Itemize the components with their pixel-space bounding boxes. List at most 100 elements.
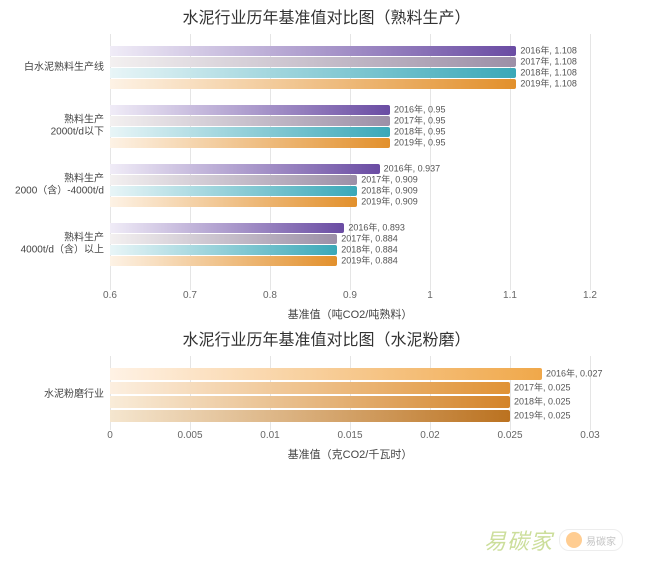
bar-row: 2018年, 1.108 [110, 68, 516, 78]
chart-title: 水泥行业历年基准值对比图（熟料生产） [0, 0, 653, 28]
xaxis-label: 基准值（克CO2/千瓦时） [110, 446, 590, 462]
bar-row: 2017年, 0.025 [110, 382, 510, 394]
bar-row: 2019年, 0.95 [110, 138, 390, 148]
bar-value-label: 2016年, 0.937 [380, 165, 441, 174]
watermark-brand: 易碳家 [484, 524, 553, 556]
bar [110, 256, 337, 266]
plot-area: 水泥粉磨行业2016年, 0.0272017年, 0.0252018年, 0.0… [110, 356, 590, 430]
xtick-label: 1.2 [583, 290, 597, 301]
bar [110, 234, 337, 244]
watermark: 易碳家 易碳家 [484, 524, 623, 556]
bar-value-label: 2017年, 0.884 [337, 235, 398, 244]
plot-area: 白水泥熟料生产线2016年, 1.1082017年, 1.1082018年, 1… [110, 34, 590, 290]
xtick-row: 0.60.70.80.911.11.2 [110, 290, 590, 304]
bar-row: 2017年, 1.108 [110, 57, 516, 67]
bar-row: 2016年, 0.95 [110, 105, 390, 115]
xtick-label: 0.025 [497, 430, 522, 441]
category-label: 熟料生产2000（含）-4000t/d [15, 173, 110, 198]
bar-value-label: 2016年, 0.95 [390, 106, 446, 115]
bar [110, 79, 516, 89]
category-group: 熟料生产4000t/d（含）以上2016年, 0.8932017年, 0.884… [110, 223, 590, 266]
bar [110, 396, 510, 408]
watermark-chip-text: 易碳家 [586, 533, 616, 548]
bar-row: 2017年, 0.884 [110, 234, 337, 244]
watermark-chip: 易碳家 [559, 529, 623, 551]
bar [110, 410, 510, 422]
category-group: 水泥粉磨行业2016年, 0.0272017年, 0.0252018年, 0.0… [110, 368, 590, 422]
bar-value-label: 2018年, 0.95 [390, 128, 446, 137]
bar-row: 2018年, 0.909 [110, 186, 357, 196]
xtick-label: 0 [107, 430, 113, 441]
category-group: 熟料生产2000t/d以下2016年, 0.952017年, 0.952018年… [110, 105, 590, 148]
bar-value-label: 2017年, 0.025 [510, 384, 571, 393]
bar-value-label: 2019年, 0.884 [337, 257, 398, 266]
bar-row: 2016年, 0.027 [110, 368, 542, 380]
bar [110, 368, 542, 380]
bar [110, 46, 516, 56]
xaxis-label: 基准值（吨CO2/吨熟料） [110, 306, 590, 322]
bar-value-label: 2018年, 0.909 [357, 187, 418, 196]
bar [110, 164, 380, 174]
chart1: 水泥行业历年基准值对比图（熟料生产）白水泥熟料生产线2016年, 1.10820… [0, 0, 653, 322]
bar-row: 2019年, 1.108 [110, 79, 516, 89]
bar [110, 186, 357, 196]
bar-row: 2019年, 0.884 [110, 256, 337, 266]
bar-row: 2019年, 0.909 [110, 197, 357, 207]
bar-row: 2019年, 0.025 [110, 410, 510, 422]
xtick-label: 0.02 [420, 430, 439, 441]
xtick-label: 0.01 [260, 430, 279, 441]
bar-value-label: 2019年, 0.95 [390, 139, 446, 148]
bar-value-label: 2016年, 0.027 [542, 370, 603, 379]
bar-value-label: 2019年, 1.108 [516, 80, 577, 89]
grid-line [590, 34, 591, 290]
bar-row: 2016年, 1.108 [110, 46, 516, 56]
bar [110, 175, 357, 185]
category-label: 白水泥熟料生产线 [24, 61, 110, 74]
bar-value-label: 2018年, 1.108 [516, 69, 577, 78]
category-group: 熟料生产2000（含）-4000t/d2016年, 0.9372017年, 0.… [110, 164, 590, 207]
chart2: 水泥行业历年基准值对比图（水泥粉磨）水泥粉磨行业2016年, 0.0272017… [0, 322, 653, 462]
category-label: 熟料生产4000t/d（含）以上 [21, 232, 110, 257]
watermark-dot-icon [566, 532, 582, 548]
bar [110, 138, 390, 148]
category-label: 熟料生产2000t/d以下 [51, 114, 110, 139]
bar [110, 197, 357, 207]
xtick-row: 00.0050.010.0150.020.0250.03 [110, 430, 590, 444]
bar-row: 2016年, 0.893 [110, 223, 344, 233]
xtick-label: 0.03 [580, 430, 599, 441]
bar-value-label: 2016年, 0.893 [344, 224, 405, 233]
bar [110, 245, 337, 255]
xtick-label: 0.015 [337, 430, 362, 441]
xtick-label: 0.8 [263, 290, 277, 301]
chart-title: 水泥行业历年基准值对比图（水泥粉磨） [0, 322, 653, 350]
bar-value-label: 2016年, 1.108 [516, 47, 577, 56]
grid-line [590, 356, 591, 430]
bar-row: 2018年, 0.884 [110, 245, 337, 255]
bar-value-label: 2017年, 1.108 [516, 58, 577, 67]
bar [110, 127, 390, 137]
category-group: 白水泥熟料生产线2016年, 1.1082017年, 1.1082018年, 1… [110, 46, 590, 89]
bar-value-label: 2017年, 0.909 [357, 176, 418, 185]
xtick-label: 1.1 [503, 290, 517, 301]
bar-row: 2016年, 0.937 [110, 164, 380, 174]
bar [110, 116, 390, 126]
category-label: 水泥粉磨行业 [44, 389, 110, 402]
xtick-label: 0.005 [177, 430, 202, 441]
bar-value-label: 2018年, 0.025 [510, 398, 571, 407]
bar-value-label: 2019年, 0.909 [357, 198, 418, 207]
bar-value-label: 2017年, 0.95 [390, 117, 446, 126]
xtick-label: 1 [427, 290, 433, 301]
bar-row: 2017年, 0.95 [110, 116, 390, 126]
bar-row: 2018年, 0.025 [110, 396, 510, 408]
xtick-label: 0.7 [183, 290, 197, 301]
bar [110, 68, 516, 78]
bar-value-label: 2018年, 0.884 [337, 246, 398, 255]
bar-row: 2018年, 0.95 [110, 127, 390, 137]
bar [110, 105, 390, 115]
bar-row: 2017年, 0.909 [110, 175, 357, 185]
bar-value-label: 2019年, 0.025 [510, 412, 571, 421]
xtick-label: 0.6 [103, 290, 117, 301]
bar [110, 223, 344, 233]
xtick-label: 0.9 [343, 290, 357, 301]
bar [110, 382, 510, 394]
